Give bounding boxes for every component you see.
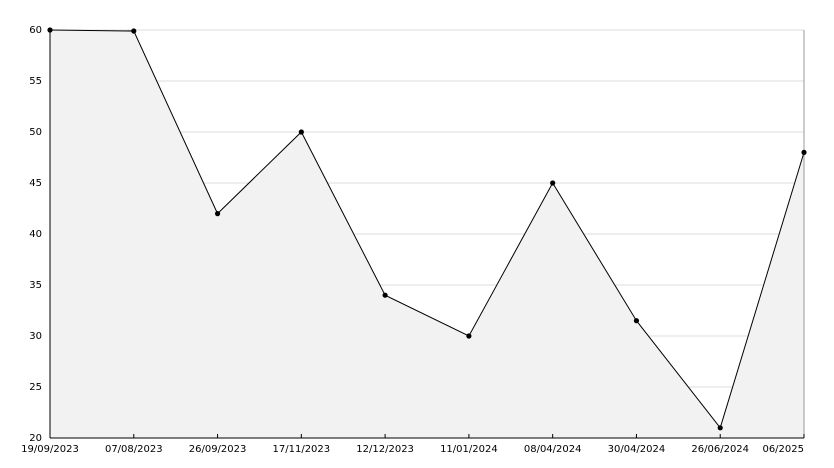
point xyxy=(382,292,388,298)
y-tick-label: 35 xyxy=(29,280,42,291)
y-tick-label: 50 xyxy=(29,127,42,138)
point xyxy=(131,28,137,34)
y-tick-label: 60 xyxy=(29,25,42,36)
x-tick-label: 26/06/2024 xyxy=(691,444,749,455)
y-tick-label: 55 xyxy=(29,76,42,87)
x-tick-label: 06/2025 xyxy=(762,444,804,455)
point xyxy=(633,318,640,324)
point xyxy=(717,425,723,431)
line xyxy=(49,29,805,429)
x-tick-label: 19/09/2023 xyxy=(21,444,79,455)
x-tick-label: 08/04/2024 xyxy=(524,444,582,455)
y-tick-label: 25 xyxy=(29,382,42,393)
x-tick-label: 11/01/2024 xyxy=(440,444,498,455)
x-tick-label: 26/09/2023 xyxy=(189,444,247,455)
x-tick-label: 07/08/2023 xyxy=(105,444,163,455)
point xyxy=(466,333,472,339)
point xyxy=(801,149,807,155)
x-tick-label: 17/11/2023 xyxy=(273,444,331,455)
point xyxy=(298,129,304,135)
y-tick-label: 20 xyxy=(29,433,42,444)
area-fill xyxy=(50,30,804,438)
x-tick-label: 12/12/2023 xyxy=(356,444,414,455)
y-tick-label: 40 xyxy=(29,229,42,240)
y-tick-label: 45 xyxy=(29,178,42,189)
point xyxy=(550,180,556,186)
point xyxy=(214,211,221,217)
y-tick-label: 30 xyxy=(29,331,42,342)
x-tick-label: 30/04/2024 xyxy=(608,444,666,455)
